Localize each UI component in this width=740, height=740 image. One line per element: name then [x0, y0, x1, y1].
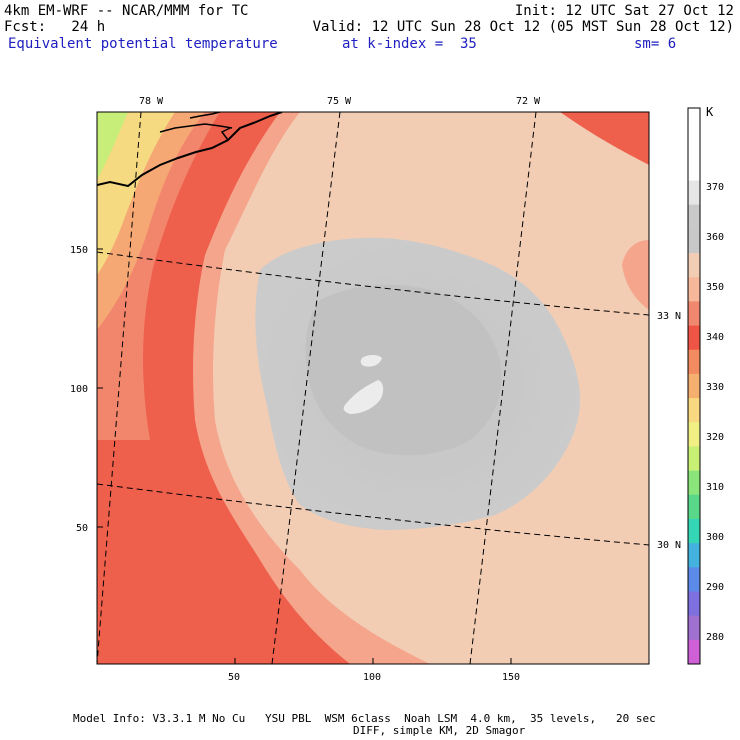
- model-info: Model Info: V3.3.1 M No Cu YSU PBL WSM 6…: [73, 712, 656, 725]
- colorbar-swatch: [688, 325, 700, 351]
- colorbar-swatch: [688, 180, 700, 206]
- y-tick-100: 100: [70, 384, 88, 395]
- colorbar: [687, 107, 701, 665]
- colorbar-swatch: [688, 108, 700, 133]
- coastline-detail: [159, 112, 233, 141]
- colorbar-swatch: [688, 349, 700, 375]
- band-340-west: [97, 112, 350, 664]
- colorbar-label: 360: [706, 232, 724, 243]
- x-tick-150: 150: [502, 672, 520, 683]
- x-tick-100: 100: [363, 672, 381, 683]
- band-340-northeast: [560, 112, 649, 165]
- smoothing-label: sm= 6: [634, 36, 677, 52]
- colorbar-swatch: [688, 446, 700, 472]
- valid-time: Valid: 12 UTC Sun 28 Oct 12 (05 MST Sun …: [312, 19, 734, 35]
- init-time: Init: 12 UTC Sat 27 Oct 12: [514, 3, 734, 19]
- model-title: 4km EM-WRF -- NCAR/MMM for TC: [4, 3, 249, 19]
- band-345-east: [622, 240, 649, 310]
- lon-label-75w: 75 W: [327, 96, 352, 107]
- colorbar-label: 320: [706, 432, 724, 443]
- colorbar-swatch: [688, 494, 700, 520]
- colorbar-swatch: [688, 156, 700, 182]
- colorbar-swatch: [688, 228, 700, 254]
- colorbar-swatch: [688, 398, 700, 423]
- forecast-hour: Fcst: 24 h: [4, 19, 106, 35]
- colorbar-swatch: [688, 518, 700, 544]
- lon-label-78w: 78 W: [139, 96, 164, 107]
- colorbar-label: 280: [706, 632, 724, 643]
- x-tick-50: 50: [228, 672, 240, 683]
- colorbar-swatch: [688, 567, 700, 592]
- lat-label-33n: 33 N: [657, 311, 681, 322]
- band-365-spot: [343, 380, 384, 414]
- theta-e-map: [97, 112, 649, 664]
- k-index-label: at k-index = 35: [342, 36, 477, 52]
- colorbar-swatch: [688, 301, 700, 327]
- colorbar-swatch: [688, 639, 700, 665]
- colorbar-frame: [687, 107, 701, 665]
- frame-ticks: [97, 248, 512, 664]
- colorbar-label: 290: [706, 582, 724, 593]
- coastline: [97, 112, 283, 188]
- colorbar-label: 340: [706, 332, 724, 343]
- y-tick-50: 50: [76, 523, 88, 534]
- colorbar-swatch: [688, 470, 700, 496]
- colorbar-label: 310: [706, 482, 724, 493]
- colorbar-label: 350: [706, 282, 724, 293]
- lat-label-30n: 30 N: [657, 540, 681, 551]
- colorbar-swatch: [688, 543, 700, 568]
- colorbar-unit: K: [706, 105, 714, 119]
- band-365-spot-small: [360, 355, 382, 367]
- colorbar-swatch: [688, 132, 700, 157]
- lon-label-72w: 72 W: [516, 96, 541, 107]
- colorbar-swatch: [688, 253, 700, 278]
- colorbar-swatch: [688, 373, 700, 399]
- colorbar-swatch: [688, 204, 700, 230]
- y-tick-150: 150: [70, 245, 88, 256]
- colorbar-labels: 370 360 350 340 330 320 310 300 290 280: [706, 182, 724, 643]
- colorbar-swatch: [688, 277, 700, 302]
- graticule: [97, 112, 649, 664]
- colorbar-swatch: [688, 422, 700, 447]
- band-315-corner: [97, 112, 128, 180]
- model-physics: DIFF, simple KM, 2D Smagor: [353, 724, 526, 737]
- field-title: Equivalent potential temperature: [8, 36, 278, 52]
- band-320-coast: [97, 112, 175, 275]
- colorbar-swatch: [688, 615, 700, 641]
- colorbar-label: 330: [706, 382, 724, 393]
- colorbar-label: 300: [706, 532, 724, 543]
- colorbar-label: 370: [706, 182, 724, 193]
- colorbar-swatch: [688, 591, 700, 617]
